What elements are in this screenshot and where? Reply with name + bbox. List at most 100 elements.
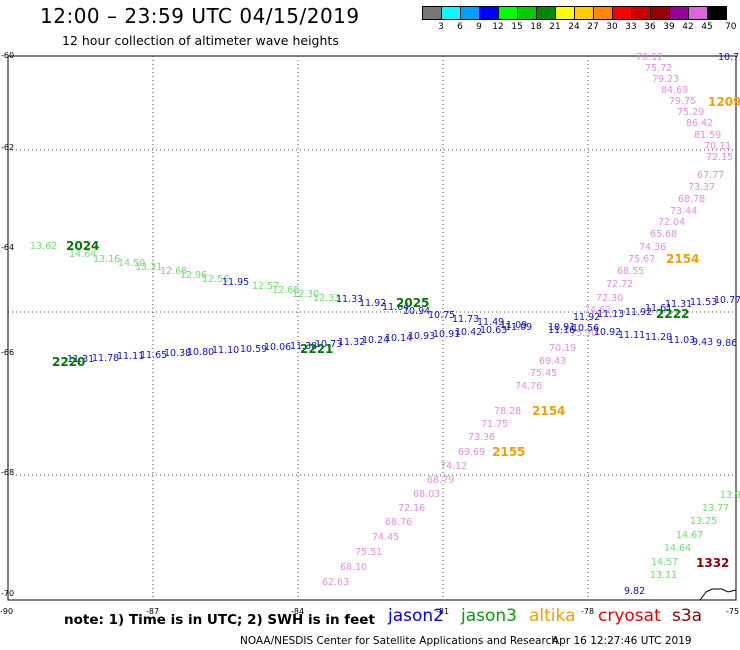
swh-value: 9.82	[624, 586, 645, 597]
swh-value: 68.79	[427, 475, 454, 486]
legend-label: 21	[549, 22, 561, 32]
map-title: 12:00 – 23:59 UTC 04/15/2019	[40, 4, 360, 28]
swh-value: 68.78	[678, 194, 705, 205]
latitude-label: -64	[1, 243, 14, 252]
latitude-label: -62	[1, 143, 14, 152]
swh-value: 69.43	[539, 356, 566, 367]
longitude-label: -84	[291, 607, 304, 616]
swh-value: 71.75	[481, 419, 508, 430]
swh-value: 11.38	[290, 341, 317, 352]
swh-value: 11.95	[222, 277, 249, 288]
swh-value: 78.28	[494, 406, 521, 417]
swh-value: 10.92	[594, 327, 621, 338]
legend-label: 42	[682, 22, 694, 32]
satellite-jason3: jason3	[461, 606, 517, 626]
swh-value: 11.73	[452, 314, 479, 325]
swh-value: 11.20	[645, 332, 672, 343]
swh-value: 79.23	[652, 74, 679, 85]
swh-value: 11.11	[618, 330, 645, 341]
longitude-label: -87	[146, 607, 159, 616]
swh-value: 70.11	[704, 141, 731, 152]
swh-value: 74.12	[440, 461, 467, 472]
map-subtitle: 12 hour collection of altimeter wave hei…	[62, 33, 339, 48]
coastline	[699, 588, 737, 601]
legend-label: 12	[492, 22, 504, 32]
legend-label: 6	[457, 22, 463, 32]
swh-value: 10.42	[455, 327, 482, 338]
swh-value: 79.75	[669, 96, 696, 107]
pass-time-label: 1209	[708, 95, 740, 109]
swh-value: 68.10	[340, 562, 367, 573]
swh-value: 10.38	[164, 348, 191, 359]
swh-value: 11.92	[359, 298, 386, 309]
swh-value: 14.50	[118, 258, 145, 269]
satellite-altika: altika	[529, 606, 576, 626]
swh-value: 13.16	[93, 254, 120, 265]
swh-value: 12.96	[180, 270, 207, 281]
swh-value: 11.09	[500, 320, 527, 331]
swh-value: 14.64	[69, 249, 96, 260]
swh-value: 75.72	[645, 63, 672, 74]
legend-label: 3	[438, 22, 444, 32]
swh-value: 11.53	[690, 297, 717, 308]
swh-value: 68.76	[385, 517, 412, 528]
swh-value: 10.91	[548, 322, 575, 333]
swh-value: 75.51	[355, 547, 382, 558]
swh-value: 14.67	[676, 530, 703, 541]
swh-value: 13.97	[720, 490, 740, 501]
swh-value: 11.11	[117, 351, 144, 362]
pass-time-label: 2222	[656, 307, 689, 321]
pass-time-label: 2025	[396, 296, 429, 310]
swh-value: 12.56	[202, 274, 229, 285]
swh-value: 70.19	[549, 343, 576, 354]
pass-time-label: 2220	[52, 355, 85, 369]
swh-value: 11.09	[505, 322, 532, 333]
swh-value: 10.94	[403, 306, 430, 317]
satellite-cryosat: cryosat	[598, 606, 661, 626]
swh-value: 11.32	[338, 337, 365, 348]
swh-value: 12.30	[292, 289, 319, 300]
swh-value: 11.49	[477, 317, 504, 328]
swh-value: 11.33	[336, 294, 363, 305]
swh-value: 62.63	[322, 577, 349, 588]
swh-value: 11.31	[67, 354, 94, 365]
swh-value: 10.14	[385, 333, 412, 344]
swh-value: 11.10	[212, 345, 239, 356]
pass-time-label: 1332	[696, 556, 729, 570]
swh-value: 14.64	[664, 543, 691, 554]
swh-value: 10.91	[433, 329, 460, 340]
swh-value: 10.77	[714, 295, 740, 306]
swh-value: 13.62	[30, 241, 57, 252]
longitude-label: -78	[581, 607, 594, 616]
swh-value: 10.73	[315, 339, 342, 350]
swh-value: 13.11	[650, 570, 677, 581]
swh-value: 73.37	[688, 182, 715, 193]
swh-value: 84.69	[661, 85, 688, 96]
latitude-label: -68	[1, 468, 14, 477]
swh-value: 68.03	[413, 489, 440, 500]
swh-value: 12.57	[252, 281, 279, 292]
swh-value: 13.77	[702, 503, 729, 514]
legend-label: 70 (ft)	[725, 22, 740, 32]
swh-value: 11.78	[92, 353, 119, 364]
pass-time-label: 2024	[66, 239, 99, 253]
legend-swatch	[707, 6, 727, 20]
swh-value: 13.31	[135, 262, 162, 273]
legend-label: 9	[476, 22, 482, 32]
swh-value: 75.45	[530, 368, 557, 379]
swh-value: 75.67	[628, 254, 655, 265]
swh-value: 69.69	[458, 447, 485, 458]
swh-value: 10.93	[408, 331, 435, 342]
swh-value: 10.56	[572, 323, 599, 334]
swh-value: 13.25	[690, 516, 717, 527]
swh-value: 9.43	[692, 337, 713, 348]
swh-value: 68.55	[617, 266, 644, 277]
swh-value: 75.30	[570, 328, 597, 339]
legend-label: 36	[644, 22, 656, 32]
legend-label: 18	[530, 22, 542, 32]
swh-value: 12.68	[160, 266, 187, 277]
swh-value: 12.68	[272, 285, 299, 296]
pass-time-label: 2154	[532, 404, 565, 418]
swh-value: 72.16	[398, 503, 425, 514]
